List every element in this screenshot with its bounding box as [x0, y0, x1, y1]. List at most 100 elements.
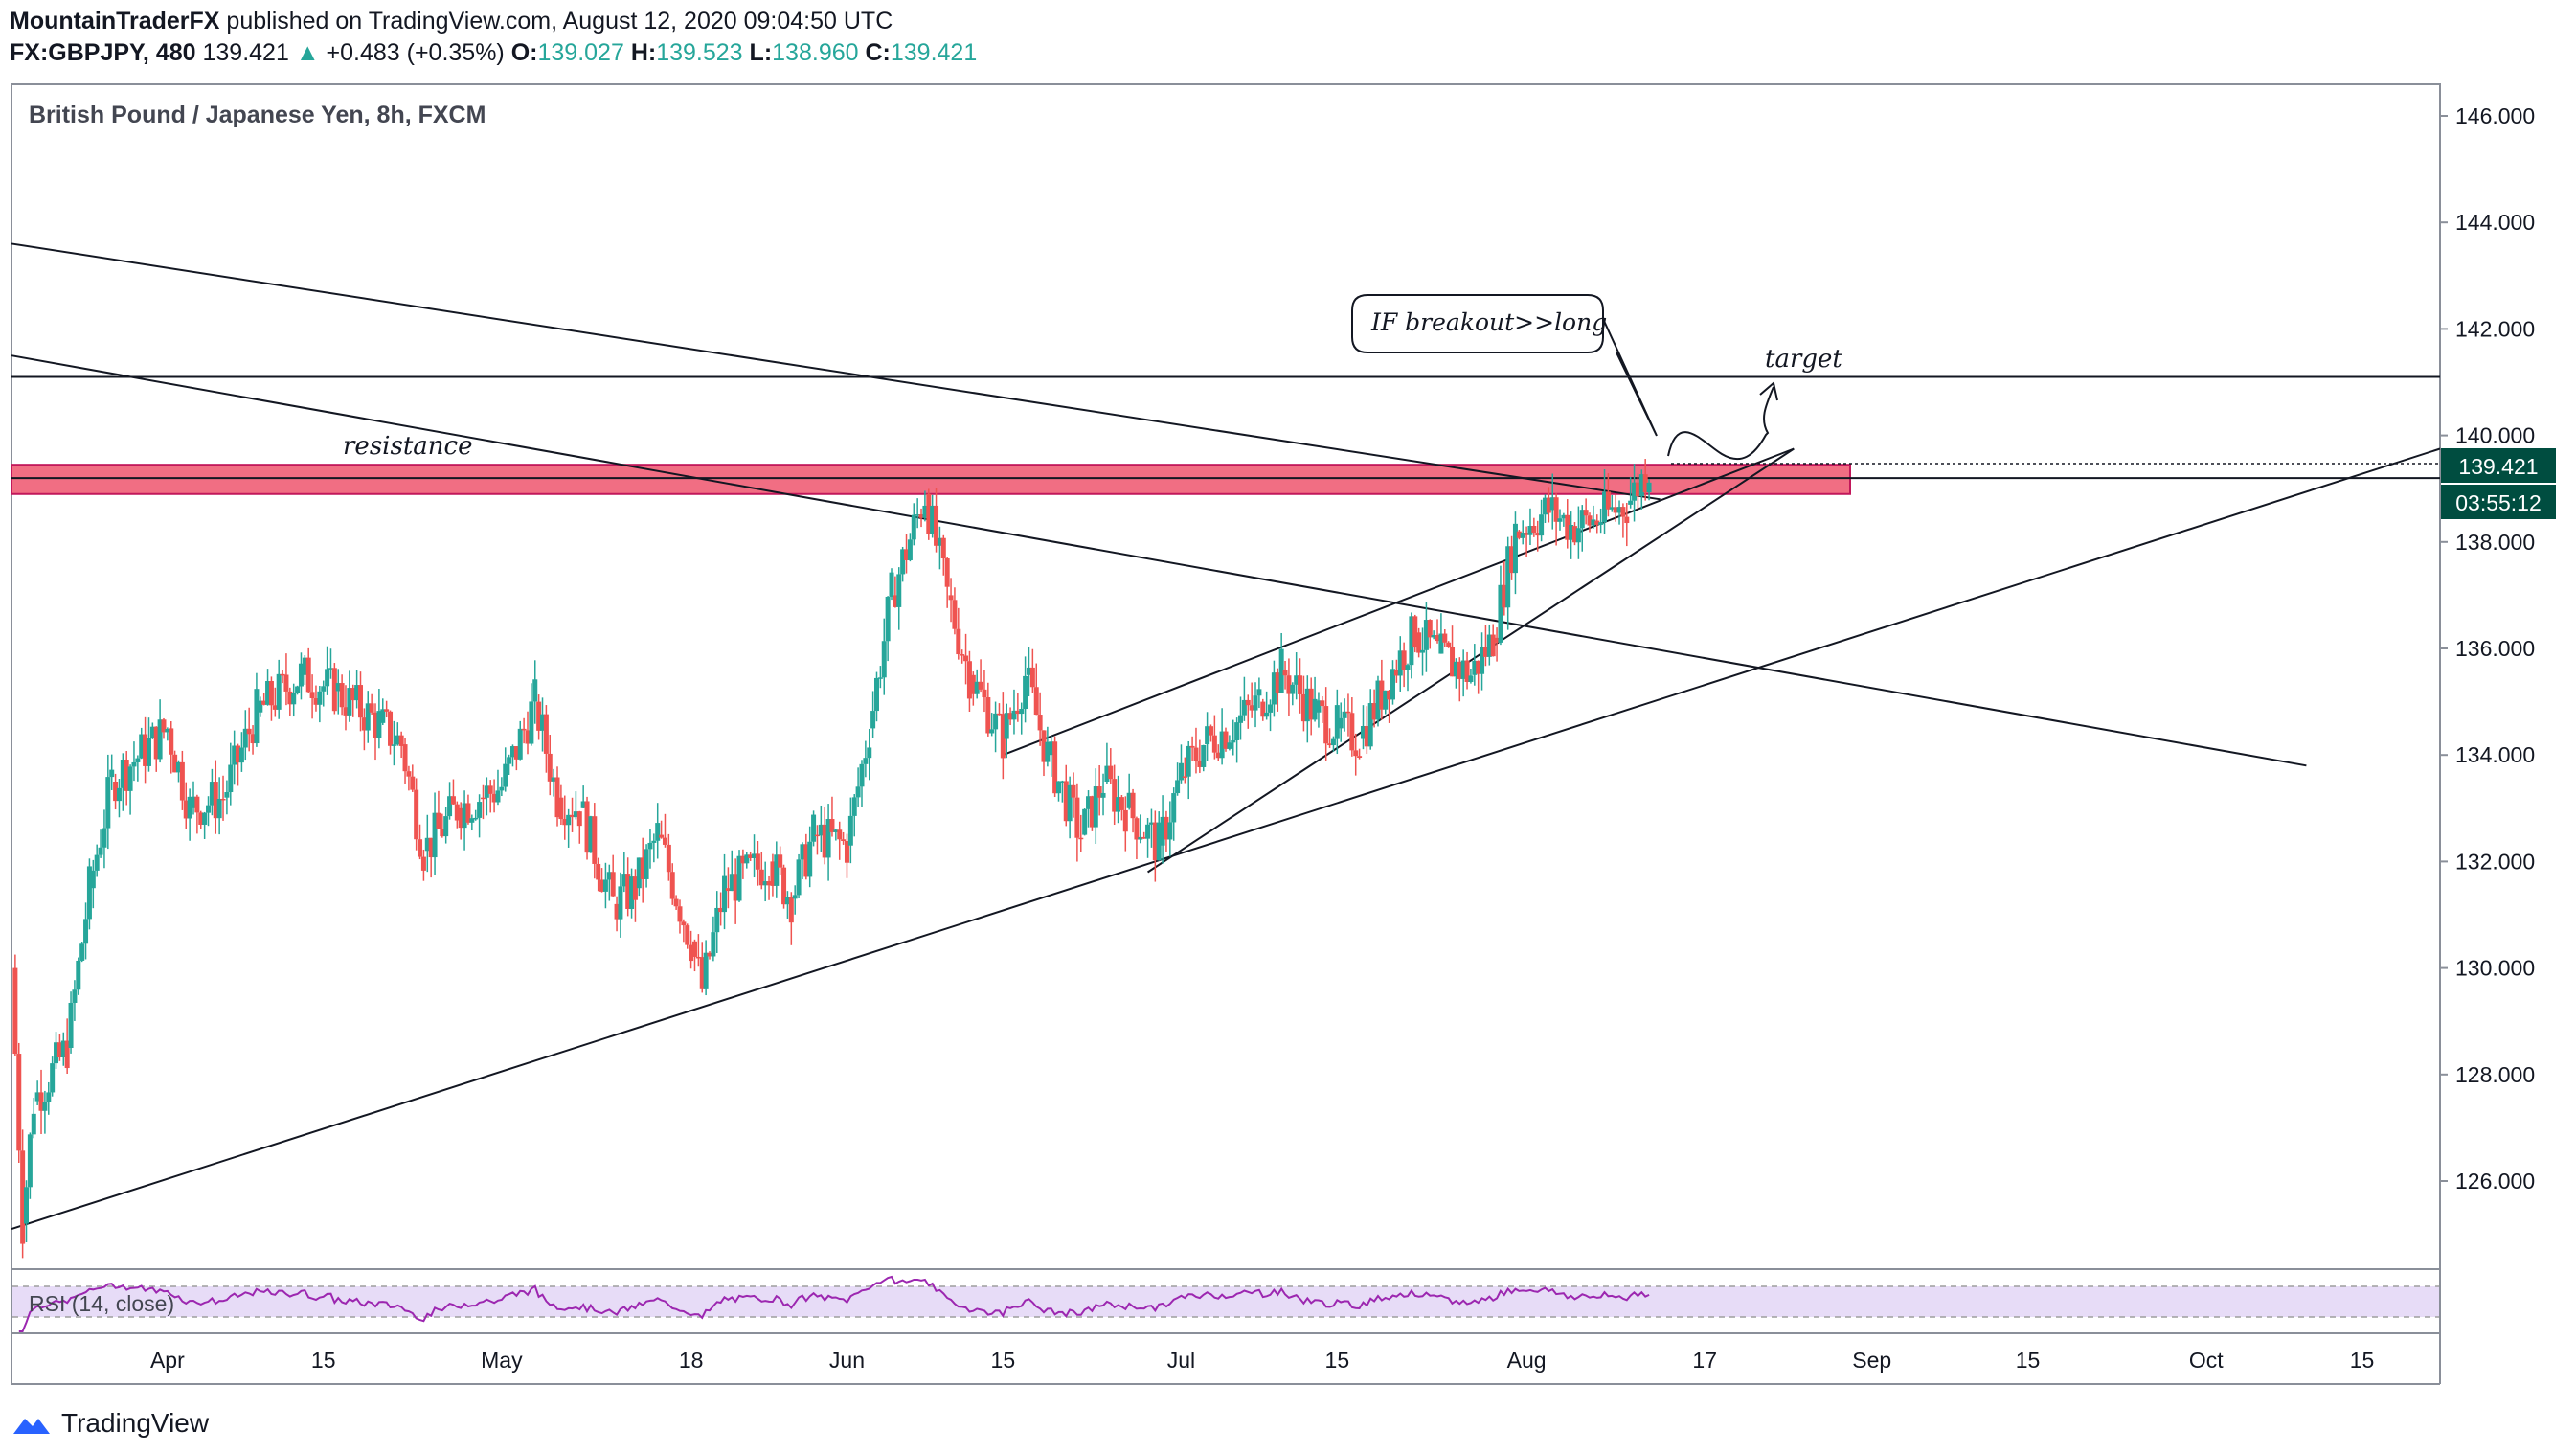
candle: [232, 730, 237, 785]
candle: [1353, 733, 1359, 776]
time-label: 15: [1325, 1348, 1350, 1373]
candle: [740, 849, 746, 879]
candle-body: [1100, 792, 1106, 798]
candle-body: [625, 874, 631, 910]
candle: [733, 858, 738, 924]
candle: [1527, 508, 1533, 546]
candle: [1063, 764, 1069, 827]
candle: [191, 781, 196, 815]
candle: [1067, 776, 1073, 839]
candle: [477, 794, 483, 838]
candle-body: [1019, 709, 1025, 715]
candle: [985, 682, 991, 737]
price-tick-label: 130.000: [2455, 956, 2535, 981]
candle: [395, 722, 400, 746]
candle-body: [837, 829, 843, 840]
trendline-1[interactable]: [11, 242, 1661, 501]
candle-body: [689, 944, 694, 962]
candle-body: [1275, 672, 1280, 693]
candle-body: [800, 844, 805, 860]
candle-body: [896, 574, 902, 607]
candle-body: [982, 689, 987, 698]
candle: [1605, 473, 1611, 517]
candle-body: [309, 692, 315, 699]
trendline-5[interactable]: [1147, 447, 1795, 874]
candle: [1338, 702, 1344, 742]
candle: [963, 633, 969, 685]
resistance-zone[interactable]: [11, 464, 1851, 495]
candle-body: [1642, 474, 1648, 493]
time-label: Sep: [1852, 1348, 1891, 1373]
candle: [1334, 689, 1340, 755]
candle-body: [54, 1042, 59, 1064]
candle-body: [1282, 670, 1288, 676]
candle-body: [395, 735, 400, 745]
candle: [1405, 663, 1411, 692]
candle-body: [1616, 507, 1622, 513]
candle-body: [1041, 730, 1047, 762]
candle-body: [1572, 526, 1578, 543]
symbol-label[interactable]: FX:GBPJPY, 480: [10, 39, 196, 66]
candle: [1598, 508, 1604, 534]
candle-body: [963, 655, 969, 662]
candle: [261, 693, 267, 706]
candle-body: [1393, 670, 1399, 676]
candle-body: [365, 703, 371, 731]
candle: [238, 732, 244, 772]
price-axis[interactable]: 146.000 144.000 142.000 140.000 138.000 136.0…: [2440, 103, 2535, 1193]
candle: [1138, 814, 1143, 844]
candle: [517, 720, 523, 761]
candle: [837, 821, 843, 860]
candle-body: [911, 514, 916, 540]
candle-body: [948, 595, 954, 601]
symbol-info: FX:GBPJPY, 480 139.421 ▲ +0.483 (+0.35%)…: [10, 39, 977, 67]
candle: [487, 780, 493, 813]
trendline-4[interactable]: [1002, 447, 1795, 757]
candle-body: [331, 668, 337, 712]
price-tick-label: 126.000: [2455, 1169, 2535, 1193]
candle-body: [847, 815, 853, 846]
candle: [469, 814, 475, 831]
candle: [402, 738, 408, 784]
candle-body: [1304, 688, 1310, 722]
candle-body: [736, 855, 742, 901]
candle-body: [725, 888, 731, 892]
candle: [440, 813, 445, 838]
candle: [98, 829, 103, 858]
candle: [811, 810, 817, 847]
candle: [655, 803, 661, 859]
candle-body: [1591, 519, 1596, 526]
candle: [1007, 707, 1013, 725]
candle-body: [436, 812, 441, 829]
candle-body: [1126, 792, 1132, 808]
candle: [480, 784, 486, 820]
candle: [1383, 690, 1389, 715]
candle: [695, 934, 701, 967]
candle-body: [1056, 781, 1062, 794]
candle-body: [1312, 698, 1318, 720]
candle-body: [1238, 715, 1244, 723]
candle-body: [1007, 713, 1013, 720]
candle-body: [1539, 514, 1545, 536]
tradingview-logo[interactable]: TradingView: [11, 1404, 209, 1443]
candle-body: [1387, 690, 1392, 700]
candle: [1059, 780, 1065, 803]
candle: [666, 833, 671, 881]
candle-body: [1565, 514, 1570, 540]
trendline-2[interactable]: [11, 354, 2307, 767]
candle: [1152, 810, 1158, 882]
candle: [803, 833, 809, 880]
price-tick-label: 136.000: [2455, 636, 2535, 661]
trendline-3[interactable]: [11, 447, 2441, 1230]
candle-body: [1438, 633, 1444, 654]
time-axis[interactable]: Apr 15 May 18 Jun 15 Jul 15 Aug 17 Sep 15 Oct 15: [150, 1348, 2374, 1373]
author-name[interactable]: MountainTraderFX: [10, 8, 220, 34]
candle-body: [477, 802, 483, 818]
candle-body: [1059, 781, 1065, 783]
callout-box[interactable]: IF breakout>>long: [1351, 294, 1658, 437]
candle: [283, 653, 289, 706]
candle-body: [1300, 693, 1306, 722]
candle-body: [335, 683, 341, 692]
candle-body: [1549, 497, 1555, 511]
